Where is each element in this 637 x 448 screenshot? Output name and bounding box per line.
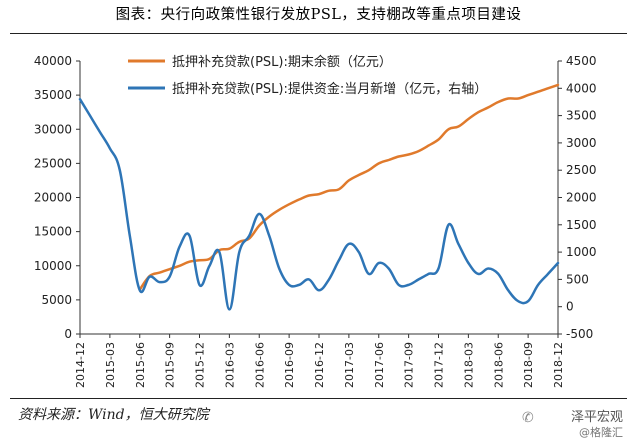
x-tick-label: 2017-03: [343, 342, 356, 388]
title-divider: [10, 33, 627, 34]
chart-legend: 抵押补充贷款(PSL):期末余额（亿元） 抵押补充贷款(PSL):提供资金:当月新…: [128, 54, 487, 97]
y-right-tick-label: 2500: [566, 163, 597, 177]
y-right-tick-label: 4000: [566, 81, 597, 95]
y-left-tick-label: 35000: [34, 88, 72, 102]
y-right-tick-label: -500: [566, 327, 593, 341]
x-tick-label: 2018-09: [522, 342, 535, 388]
x-tick-label: 2016-12: [313, 342, 326, 388]
source-note: 资料来源：Wind，恒大研究院: [18, 407, 209, 423]
x-tick-label: 2018-03: [462, 342, 475, 388]
x-tick-label: 2015-06: [134, 342, 147, 388]
x-tick-label: 2016-09: [283, 342, 296, 388]
x-tick-label: 2017-09: [403, 342, 416, 388]
x-tick-label: 2018-06: [492, 342, 505, 388]
y-right-tick-label: 2000: [566, 191, 597, 205]
chart: 0500010000150002000025000300003500040000…: [34, 54, 597, 388]
y-right-tick-label: 3000: [566, 136, 597, 150]
y-right-tick-label: 3500: [566, 109, 597, 123]
y-left-tick-label: 10000: [34, 259, 72, 273]
legend-label: 抵押补充贷款(PSL):提供资金:当月新增（亿元，右轴）: [172, 81, 487, 97]
series-monthly-new: [78, 97, 560, 311]
y-right-tick-label: 1500: [566, 218, 597, 232]
y-right-tick-label: 500: [566, 272, 589, 286]
x-tick-label: 2017-06: [373, 342, 386, 388]
monthly-new-line: [78, 97, 560, 311]
y-left-tick-label: 20000: [34, 191, 72, 205]
x-tick-label: 2015-09: [164, 342, 177, 388]
wechat-icon: ✆: [522, 410, 534, 426]
legend-label: 抵押补充贷款(PSL):期末余额（亿元）: [172, 54, 392, 70]
watermark-sub: @格隆汇: [579, 426, 623, 439]
x-tick-label: 2018-12: [552, 342, 565, 388]
y-right-tick-label: 1000: [566, 245, 597, 259]
y-left-tick-label: 40000: [34, 54, 72, 68]
watermark: 泽平宏观 @格隆汇: [571, 410, 623, 440]
chart-title: 图表：央行向政策性银行发放PSL，支持棚改等重点项目建设: [115, 7, 522, 23]
series-balance: [138, 83, 560, 291]
y-left-tick-label: 5000: [41, 293, 72, 307]
watermark-title: 泽平宏观: [570, 410, 623, 425]
x-tick-label: 2015-03: [104, 342, 117, 388]
y-right-tick-label: 0: [566, 300, 574, 314]
x-tick-label: 2015-12: [194, 342, 207, 388]
footer-divider: [10, 398, 627, 399]
y-left-tick-label: 30000: [34, 122, 72, 136]
x-tick-label: 2017-12: [433, 342, 446, 388]
chart-axes: 0500010000150002000025000300003500040000…: [34, 54, 597, 388]
x-tick-label: 2016-03: [223, 342, 236, 388]
y-left-tick-label: 15000: [34, 225, 72, 239]
y-left-tick-label: 0: [64, 327, 72, 341]
y-right-tick-label: 4500: [566, 54, 597, 68]
x-tick-label: 2016-06: [253, 342, 266, 388]
x-tick-label: 2014-12: [74, 342, 87, 388]
balance-line: [138, 83, 560, 291]
y-left-tick-label: 25000: [34, 156, 72, 170]
